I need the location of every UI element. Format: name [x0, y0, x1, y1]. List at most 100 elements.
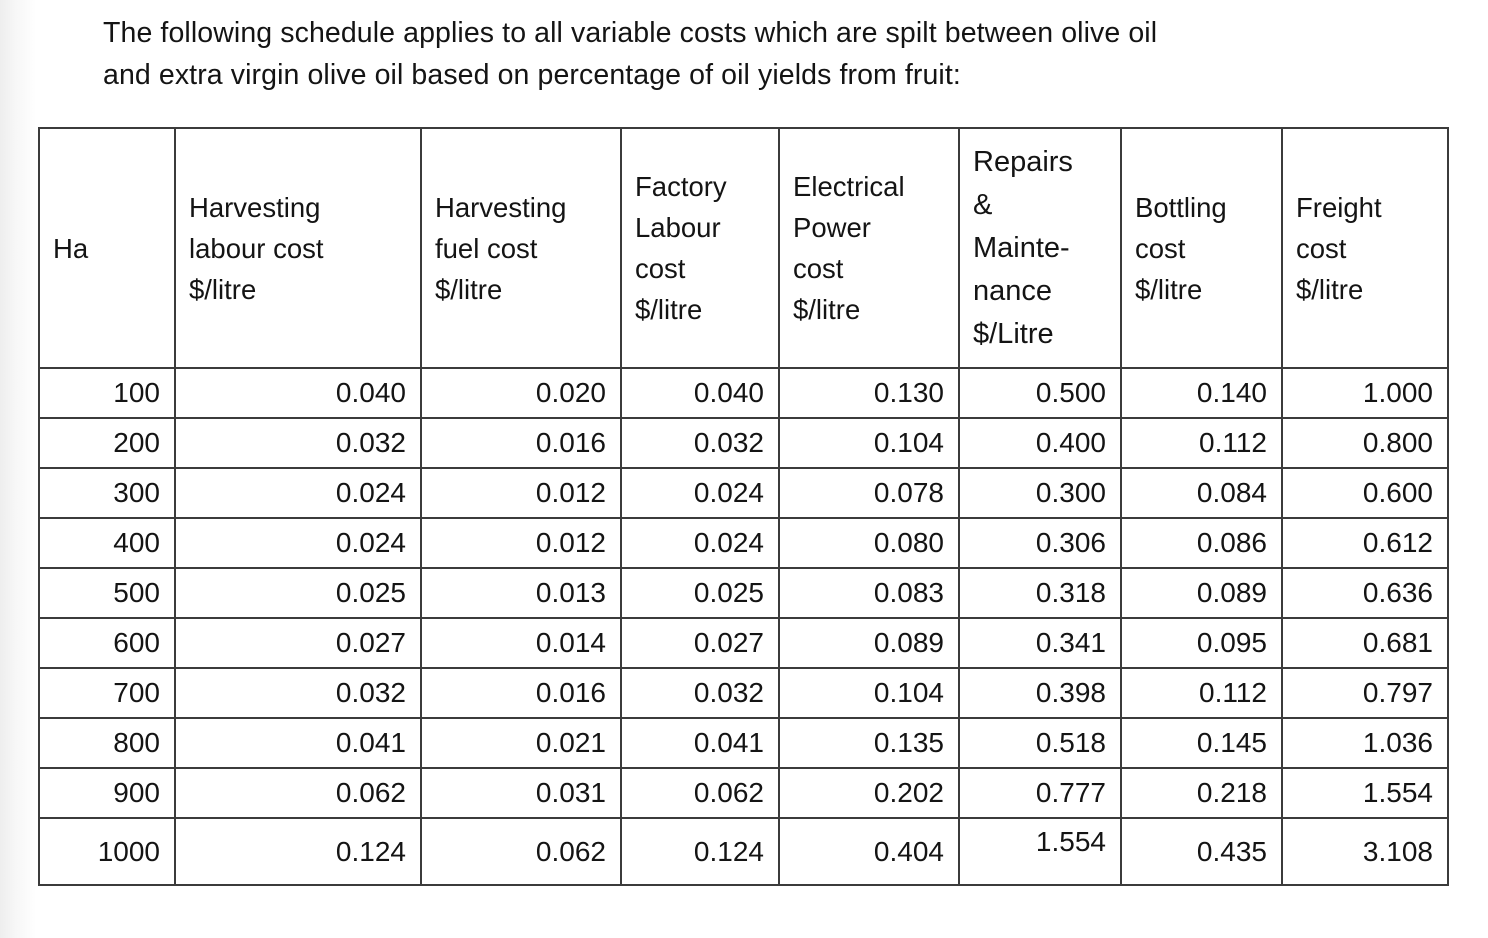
cell-harvesting-fuel: 0.013 — [420, 567, 622, 619]
page-edge-shading — [0, 0, 36, 938]
cell-freight: 1.554 — [1281, 767, 1449, 819]
cell-harvesting-labour: 0.124 — [174, 817, 422, 886]
cell-harvesting-labour: 0.032 — [174, 667, 422, 719]
cell-freight: 1.000 — [1281, 367, 1449, 419]
cell-freight: 0.800 — [1281, 417, 1449, 469]
cell-repairs-maintenance: 0.398 — [958, 667, 1122, 719]
cell-harvesting-fuel: 0.020 — [420, 367, 622, 419]
cell-harvesting-fuel: 0.021 — [420, 717, 622, 769]
cell-harvesting-fuel: 0.016 — [420, 417, 622, 469]
cell-repairs-maintenance: 0.306 — [958, 517, 1122, 569]
col-header-ha: Ha — [38, 127, 176, 369]
table-row-ha-1000: 1000 0.124 0.062 0.124 0.404 1.554 0.435… — [38, 817, 1449, 886]
cell-ha: 300 — [38, 467, 176, 519]
cell-ha: 800 — [38, 717, 176, 769]
cell-electrical-power: 0.104 — [778, 417, 960, 469]
cell-factory-labour: 0.027 — [620, 617, 780, 669]
cell-freight: 3.108 — [1281, 817, 1449, 886]
col-header-harvesting-fuel-cost: Harvesting fuel cost $/litre — [420, 127, 622, 369]
cell-ha: 100 — [38, 367, 176, 419]
cell-ha: 600 — [38, 617, 176, 669]
cell-bottling: 0.218 — [1120, 767, 1283, 819]
cell-ha: 700 — [38, 667, 176, 719]
cell-factory-labour: 0.041 — [620, 717, 780, 769]
table-row-ha-900: 900 0.062 0.031 0.062 0.202 0.777 0.218 … — [38, 767, 1449, 819]
table-row-ha-700: 700 0.032 0.016 0.032 0.104 0.398 0.112 … — [38, 667, 1449, 719]
col-header-freight-cost: Freight cost $/litre — [1281, 127, 1449, 369]
cell-bottling: 0.095 — [1120, 617, 1283, 669]
cell-factory-labour: 0.024 — [620, 467, 780, 519]
cell-freight: 0.612 — [1281, 517, 1449, 569]
cell-harvesting-labour: 0.024 — [174, 467, 422, 519]
cell-electrical-power: 0.078 — [778, 467, 960, 519]
cell-factory-labour: 0.062 — [620, 767, 780, 819]
cell-electrical-power: 0.080 — [778, 517, 960, 569]
cell-electrical-power: 0.202 — [778, 767, 960, 819]
cell-harvesting-labour: 0.040 — [174, 367, 422, 419]
cell-harvesting-fuel: 0.014 — [420, 617, 622, 669]
cell-harvesting-labour: 0.027 — [174, 617, 422, 669]
table-row-ha-300: 300 0.024 0.012 0.024 0.078 0.300 0.084 … — [38, 467, 1449, 519]
cell-factory-labour: 0.040 — [620, 367, 780, 419]
cell-repairs-maintenance: 0.318 — [958, 567, 1122, 619]
table-row-ha-100: 100 0.040 0.020 0.040 0.130 0.500 0.140 … — [38, 367, 1449, 419]
cell-ha: 400 — [38, 517, 176, 569]
cell-harvesting-fuel: 0.062 — [420, 817, 622, 886]
table-row-ha-600: 600 0.027 0.014 0.027 0.089 0.341 0.095 … — [38, 617, 1449, 669]
table-row-ha-400: 400 0.024 0.012 0.024 0.080 0.306 0.086 … — [38, 517, 1449, 569]
cell-repairs-maintenance: 0.518 — [958, 717, 1122, 769]
cell-bottling: 0.086 — [1120, 517, 1283, 569]
cell-electrical-power: 0.089 — [778, 617, 960, 669]
cell-ha: 500 — [38, 567, 176, 619]
cell-bottling: 0.084 — [1120, 467, 1283, 519]
cell-ha: 1000 — [38, 817, 176, 886]
cell-harvesting-labour: 0.025 — [174, 567, 422, 619]
cell-electrical-power: 0.404 — [778, 817, 960, 886]
intro-paragraph: The following schedule applies to all va… — [103, 17, 1158, 91]
col-header-factory-labour-cost: Factory Labour cost $/litre — [620, 127, 780, 369]
cell-factory-labour: 0.124 — [620, 817, 780, 886]
cell-electrical-power: 0.104 — [778, 667, 960, 719]
cell-bottling: 0.112 — [1120, 667, 1283, 719]
cell-bottling: 0.140 — [1120, 367, 1283, 419]
col-header-electrical-power-cost: Electrical Power cost $/litre — [778, 127, 960, 369]
cell-bottling: 0.435 — [1120, 817, 1283, 886]
table-row-ha-500: 500 0.025 0.013 0.025 0.083 0.318 0.089 … — [38, 567, 1449, 619]
cell-freight: 0.681 — [1281, 617, 1449, 669]
variable-costs-table: Ha Harvesting labour cost $/litre Harves… — [38, 127, 1449, 886]
cell-repairs-maintenance: 0.400 — [958, 417, 1122, 469]
cell-harvesting-labour: 0.032 — [174, 417, 422, 469]
cell-repairs-maintenance: 0.777 — [958, 767, 1122, 819]
cell-factory-labour: 0.032 — [620, 667, 780, 719]
cell-harvesting-fuel: 0.012 — [420, 517, 622, 569]
col-header-harvesting-labour-cost: Harvesting labour cost $/litre — [174, 127, 422, 369]
cell-freight: 1.036 — [1281, 717, 1449, 769]
cell-harvesting-labour: 0.041 — [174, 717, 422, 769]
cell-factory-labour: 0.032 — [620, 417, 780, 469]
cell-harvesting-fuel: 0.031 — [420, 767, 622, 819]
cell-bottling: 0.112 — [1120, 417, 1283, 469]
cell-factory-labour: 0.024 — [620, 517, 780, 569]
cell-repairs-maintenance: 0.300 — [958, 467, 1122, 519]
cell-repairs-maintenance: 0.500 — [958, 367, 1122, 419]
col-header-repairs-maintenance: Repairs & Mainte- nance $/Litre — [958, 127, 1122, 369]
cell-harvesting-labour: 0.024 — [174, 517, 422, 569]
cell-electrical-power: 0.135 — [778, 717, 960, 769]
cell-ha: 900 — [38, 767, 176, 819]
col-header-bottling-cost: Bottling cost $/litre — [1120, 127, 1283, 369]
table-row-ha-200: 200 0.032 0.016 0.032 0.104 0.400 0.112 … — [38, 417, 1449, 469]
cell-factory-labour: 0.025 — [620, 567, 780, 619]
cell-ha: 200 — [38, 417, 176, 469]
table-header-row: Ha Harvesting labour cost $/litre Harves… — [38, 127, 1449, 369]
cell-bottling: 0.145 — [1120, 717, 1283, 769]
table-row-ha-800: 800 0.041 0.021 0.041 0.135 0.518 0.145 … — [38, 717, 1449, 769]
cell-electrical-power: 0.130 — [778, 367, 960, 419]
cell-repairs-maintenance: 1.554 — [958, 817, 1122, 886]
cell-electrical-power: 0.083 — [778, 567, 960, 619]
cell-repairs-maintenance: 0.341 — [958, 617, 1122, 669]
cell-harvesting-fuel: 0.012 — [420, 467, 622, 519]
cell-freight: 0.600 — [1281, 467, 1449, 519]
cell-harvesting-fuel: 0.016 — [420, 667, 622, 719]
cell-freight: 0.636 — [1281, 567, 1449, 619]
cell-bottling: 0.089 — [1120, 567, 1283, 619]
